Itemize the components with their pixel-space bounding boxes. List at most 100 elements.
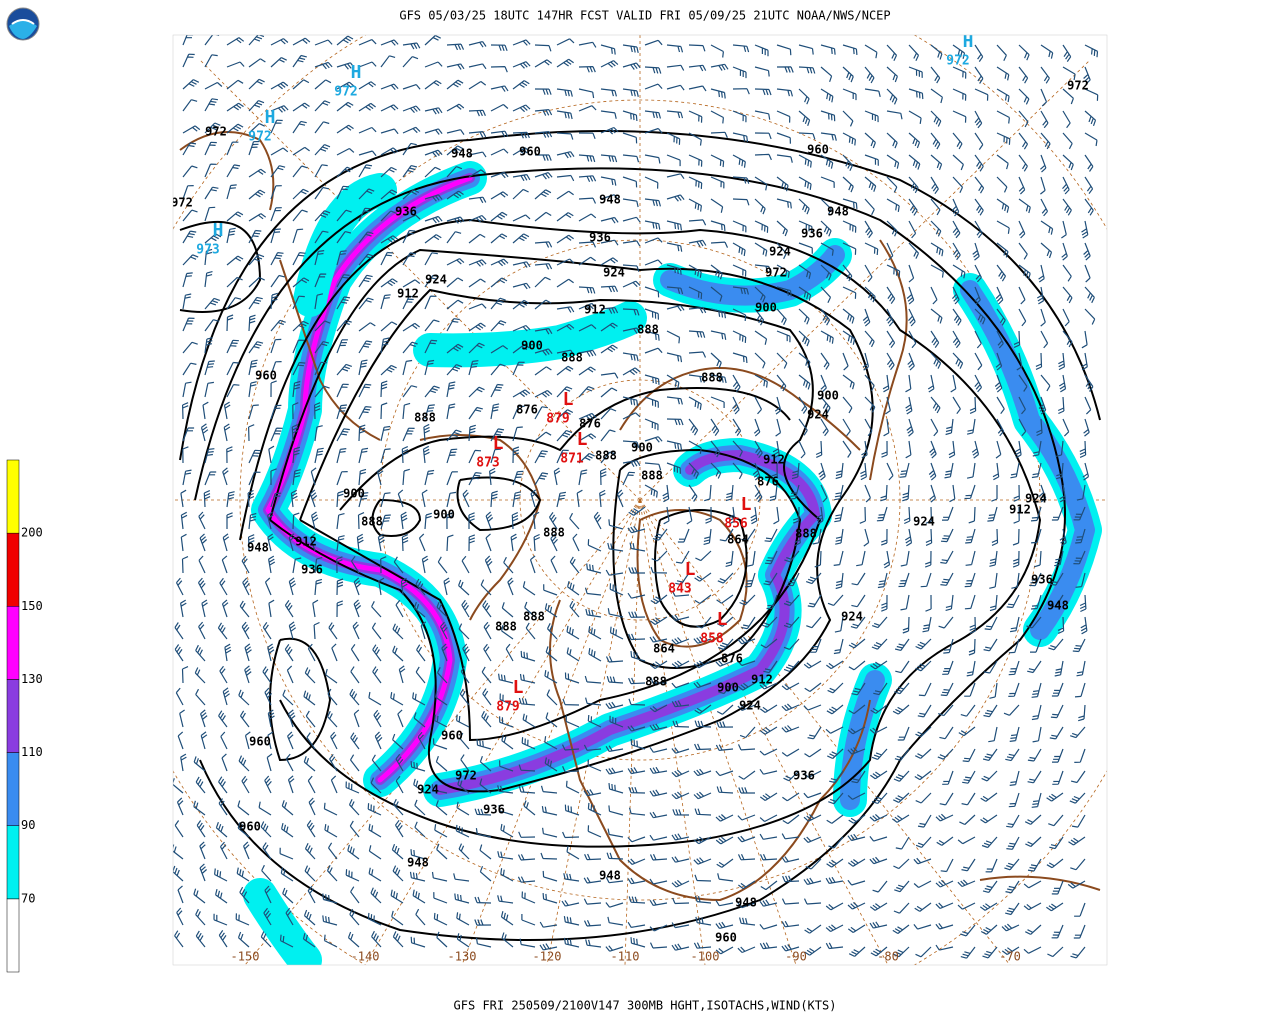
wind-barb: [292, 102, 310, 112]
wind-barb: [710, 63, 729, 71]
wind-barb: [629, 542, 646, 552]
wind-barb: [417, 731, 426, 750]
wind-barb: [952, 352, 964, 369]
wind-barb: [226, 512, 233, 529]
wind-barb: [588, 648, 602, 662]
wind-barb: [358, 424, 366, 442]
high-symbol: H: [963, 31, 974, 52]
wind-barb: [622, 44, 639, 54]
wind-barb: [694, 720, 712, 728]
wind-barb: [484, 555, 493, 574]
wind-barb: [895, 836, 910, 850]
wind-barb: [842, 88, 857, 101]
wind-barb: [842, 154, 854, 171]
wind-barb: [1032, 440, 1042, 457]
wind-barb: [628, 677, 646, 685]
wind-barb: [182, 272, 193, 288]
wind-barb: [485, 533, 492, 552]
wind-barb: [961, 792, 976, 806]
wind-barb: [402, 189, 420, 200]
wind-barb: [715, 921, 734, 929]
wind-barb: [842, 374, 855, 390]
wind-barb: [1031, 594, 1042, 610]
wind-barb: [556, 323, 575, 332]
wind-barb: [330, 731, 338, 750]
wind-barb: [282, 887, 294, 904]
wind-barb: [410, 761, 426, 772]
wind-barb: [512, 426, 523, 442]
wind-barb: [900, 550, 910, 567]
wind-barb: [688, 462, 700, 479]
wind-barb: [908, 198, 918, 216]
wind-barb: [974, 110, 983, 129]
wind-barb: [221, 555, 228, 574]
wind-barb: [1062, 198, 1072, 216]
wind-barb: [732, 154, 746, 168]
wind-barb: [221, 599, 229, 618]
contour-label: 960: [255, 369, 277, 383]
legend-label: 130: [21, 672, 43, 686]
wind-barb: [292, 446, 301, 464]
wind-barb: [930, 66, 941, 84]
wind-barb: [433, 912, 448, 926]
wind-barb: [402, 229, 416, 244]
wind-barb: [710, 462, 722, 479]
wind-barb: [1062, 88, 1074, 105]
wind-barb: [358, 492, 369, 508]
height-contour: [456, 476, 542, 532]
noaa-logo: [6, 7, 40, 41]
wind-barb: [179, 709, 185, 728]
wind-barb: [556, 349, 575, 356]
wind-barb: [556, 429, 573, 442]
wind-barb: [847, 858, 866, 867]
wind-barb: [248, 424, 255, 442]
wind-barb: [930, 352, 942, 369]
wind-barb: [1049, 726, 1064, 740]
wind-barb: [851, 572, 866, 586]
wind-barb: [940, 528, 954, 543]
wind-barb: [881, 594, 888, 612]
legend-swatch: [6, 752, 20, 826]
wind-barb: [835, 572, 844, 590]
wind-barb: [371, 754, 382, 772]
wind-barb: [446, 145, 464, 156]
wind-barb: [358, 61, 377, 68]
wind-barb: [1036, 286, 1045, 305]
wind-barb: [556, 449, 569, 464]
wind-barb: [803, 704, 822, 711]
wind-barb: [223, 423, 231, 442]
wind-barb: [996, 308, 1006, 326]
wind-barb: [286, 665, 294, 684]
high-value: 972: [334, 85, 357, 100]
wind-barb: [1038, 264, 1045, 283]
wind-barb: [220, 731, 228, 750]
wind-barb: [336, 185, 350, 200]
wind-barb: [915, 748, 932, 759]
wind-barb: [820, 132, 837, 141]
wind-barb: [695, 550, 712, 562]
contour-label: 972: [171, 196, 193, 210]
wind-barb: [578, 41, 597, 48]
wind-barb: [732, 220, 747, 233]
wind-barb: [622, 440, 640, 448]
wind-barb: [971, 440, 980, 459]
wind-barb: [358, 468, 367, 486]
wind-barb: [1009, 726, 1020, 742]
wind-barb: [980, 792, 998, 802]
wind-barb: [336, 600, 344, 618]
wind-barb: [996, 110, 1010, 124]
wind-barb: [336, 166, 353, 178]
wind-barb: [880, 484, 888, 502]
wind-barb: [781, 725, 800, 733]
wind-barb: [781, 856, 800, 863]
wind-barb: [860, 462, 867, 481]
wind-barb: [944, 462, 954, 479]
wind-barb: [292, 320, 309, 332]
wind-barb: [1016, 352, 1023, 371]
wind-barb: [666, 440, 683, 451]
wind-barb: [754, 440, 763, 459]
wind-barb: [851, 682, 866, 696]
wind-barb: [798, 440, 806, 459]
wind-barb: [368, 691, 382, 706]
wind-barb: [984, 616, 998, 631]
